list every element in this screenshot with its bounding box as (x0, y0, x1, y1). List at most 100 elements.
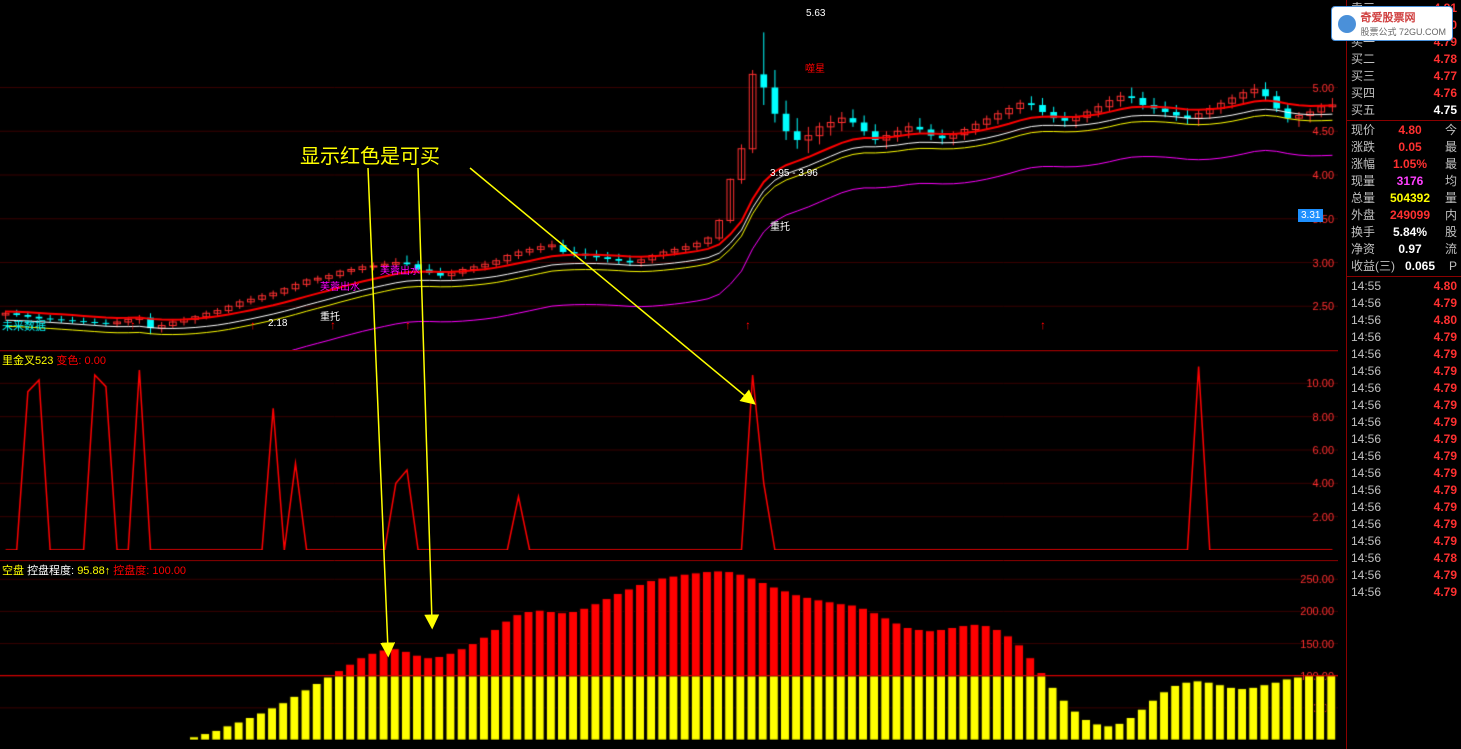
quote-value: 504392 (1390, 191, 1430, 206)
tick-time: 14:56 (1351, 364, 1381, 379)
tick-time: 14:55 (1351, 279, 1381, 294)
tick-time: 14:56 (1351, 381, 1381, 396)
quote-row: 外盘 249099 内 (1347, 207, 1461, 224)
quote-value: 4.80 (1398, 123, 1421, 138)
quote-label: 买五 (1351, 103, 1375, 118)
tick-row: 14:56 4.79 (1347, 448, 1461, 465)
logo-title: 奇爱股票网 (1360, 9, 1446, 25)
tick-price: 4.79 (1434, 364, 1457, 379)
tick-time: 14:56 (1351, 398, 1381, 413)
tick-time: 14:56 (1351, 347, 1381, 362)
tick-row: 14:56 4.78 (1347, 550, 1461, 567)
golden-cross-indicator-chart[interactable] (0, 350, 1338, 550)
tick-time: 14:56 (1351, 568, 1381, 583)
quote-value: 1.05% (1393, 157, 1427, 172)
quote-value: 4.75 (1434, 103, 1457, 118)
quote-label: 外盘 (1351, 208, 1375, 223)
tick-time: 14:56 (1351, 415, 1381, 430)
tick-row: 14:56 4.79 (1347, 414, 1461, 431)
quote-label: 买三 (1351, 69, 1375, 84)
tick-time: 14:56 (1351, 449, 1381, 464)
quote-row: 收益(三) 0.065 P (1347, 258, 1461, 275)
tick-price: 4.79 (1434, 568, 1457, 583)
quote-value: 0.97 (1398, 242, 1421, 257)
tick-price: 4.79 (1434, 466, 1457, 481)
tick-time: 14:56 (1351, 551, 1381, 566)
tick-price: 4.79 (1434, 483, 1457, 498)
quote-value: 5.84% (1393, 225, 1427, 240)
tick-price: 4.78 (1434, 551, 1457, 566)
quote-row: 买四 4.76 (1347, 85, 1461, 102)
quote-value: 4.77 (1434, 69, 1457, 84)
buy-signal-arrow-icon: ↑ (745, 318, 751, 332)
tick-row: 14:56 4.80 (1347, 312, 1461, 329)
tick-price: 4.80 (1434, 279, 1457, 294)
tick-price: 4.79 (1434, 500, 1457, 515)
tick-time: 14:56 (1351, 534, 1381, 549)
tick-row: 14:56 4.79 (1347, 380, 1461, 397)
tick-row: 14:56 4.79 (1347, 346, 1461, 363)
tick-row: 14:56 4.79 (1347, 397, 1461, 414)
buy-signal-arrow-icon: ↑ (130, 318, 136, 332)
tick-time: 14:56 (1351, 483, 1381, 498)
quote-row: 买五 4.75 (1347, 102, 1461, 119)
tick-time: 14:56 (1351, 500, 1381, 515)
tick-row: 14:56 4.79 (1347, 329, 1461, 346)
quote-label: 涨跌 (1351, 140, 1375, 155)
tick-row: 14:56 4.79 (1347, 516, 1461, 533)
watermark-logo: 奇爱股票网 股票公式 72GU.COM (1331, 6, 1453, 41)
quote-label: 收益(三) (1351, 259, 1395, 274)
quote-label: 换手 (1351, 225, 1375, 240)
tick-price: 4.79 (1434, 381, 1457, 396)
quote-label: 买二 (1351, 52, 1375, 67)
quote-row: 涨跌 0.05 最 (1347, 139, 1461, 156)
tick-price: 4.79 (1434, 296, 1457, 311)
tick-time: 14:56 (1351, 517, 1381, 532)
quote-row: 净资 0.97 流 (1347, 241, 1461, 258)
quote-row: 买二 4.78 (1347, 51, 1461, 68)
quote-label: 净资 (1351, 242, 1375, 257)
tick-time: 14:56 (1351, 585, 1381, 600)
logo-icon (1338, 15, 1356, 33)
buy-signal-arrow-icon: ↑ (330, 318, 336, 332)
tick-row: 14:56 4.79 (1347, 499, 1461, 516)
buy-signal-arrow-icon: ↑ (405, 318, 411, 332)
tick-time: 14:56 (1351, 432, 1381, 447)
buy-signal-arrow-icon: ↑ (1040, 318, 1046, 332)
quote-value: 4.76 (1434, 86, 1457, 101)
tick-price: 4.79 (1434, 534, 1457, 549)
tick-row: 14:55 4.80 (1347, 278, 1461, 295)
quote-label: 总量 (1351, 191, 1375, 206)
quote-value: 3176 (1397, 174, 1424, 189)
tick-row: 14:56 4.79 (1347, 567, 1461, 584)
quote-row: 现量 3176 均 (1347, 173, 1461, 190)
tick-row: 14:56 4.79 (1347, 465, 1461, 482)
quote-label: 现量 (1351, 174, 1375, 189)
quote-label: 涨幅 (1351, 157, 1375, 172)
tick-price: 4.79 (1434, 415, 1457, 430)
tick-row: 14:56 4.79 (1347, 295, 1461, 312)
quote-sidebar: 卖三 4.81 卖一 4.80 买一 4.79 买二 4.78 买三 4.77 … (1346, 0, 1461, 749)
control-degree-histogram[interactable] (0, 560, 1338, 740)
quote-value: 4.78 (1434, 52, 1457, 67)
tick-price: 4.79 (1434, 432, 1457, 447)
tick-price: 4.79 (1434, 585, 1457, 600)
tick-time: 14:56 (1351, 296, 1381, 311)
tick-row: 14:56 4.79 (1347, 363, 1461, 380)
quote-row: 总量 504392 量 (1347, 190, 1461, 207)
tick-price: 4.79 (1434, 517, 1457, 532)
quote-value: 249099 (1390, 208, 1430, 223)
quote-label: 买四 (1351, 86, 1375, 101)
price-candlestick-chart[interactable] (0, 0, 1338, 350)
tick-price: 4.80 (1434, 313, 1457, 328)
horizontal-price-marker: 3.31 (1298, 209, 1323, 222)
tick-time: 14:56 (1351, 466, 1381, 481)
tick-row: 14:56 4.79 (1347, 533, 1461, 550)
tick-price: 4.79 (1434, 398, 1457, 413)
indicator2-label: 空盘 控盘程度: 95.88↑ 控盘度: 100.00 (2, 562, 186, 578)
quote-value: 0.065 (1405, 259, 1435, 274)
buy-signal-arrow-icon: ↑ (250, 318, 256, 332)
indicator1-label: 里金叉523 变色: 0.00 (2, 352, 106, 368)
tick-price: 4.79 (1434, 330, 1457, 345)
quote-row: 涨幅 1.05% 最 (1347, 156, 1461, 173)
